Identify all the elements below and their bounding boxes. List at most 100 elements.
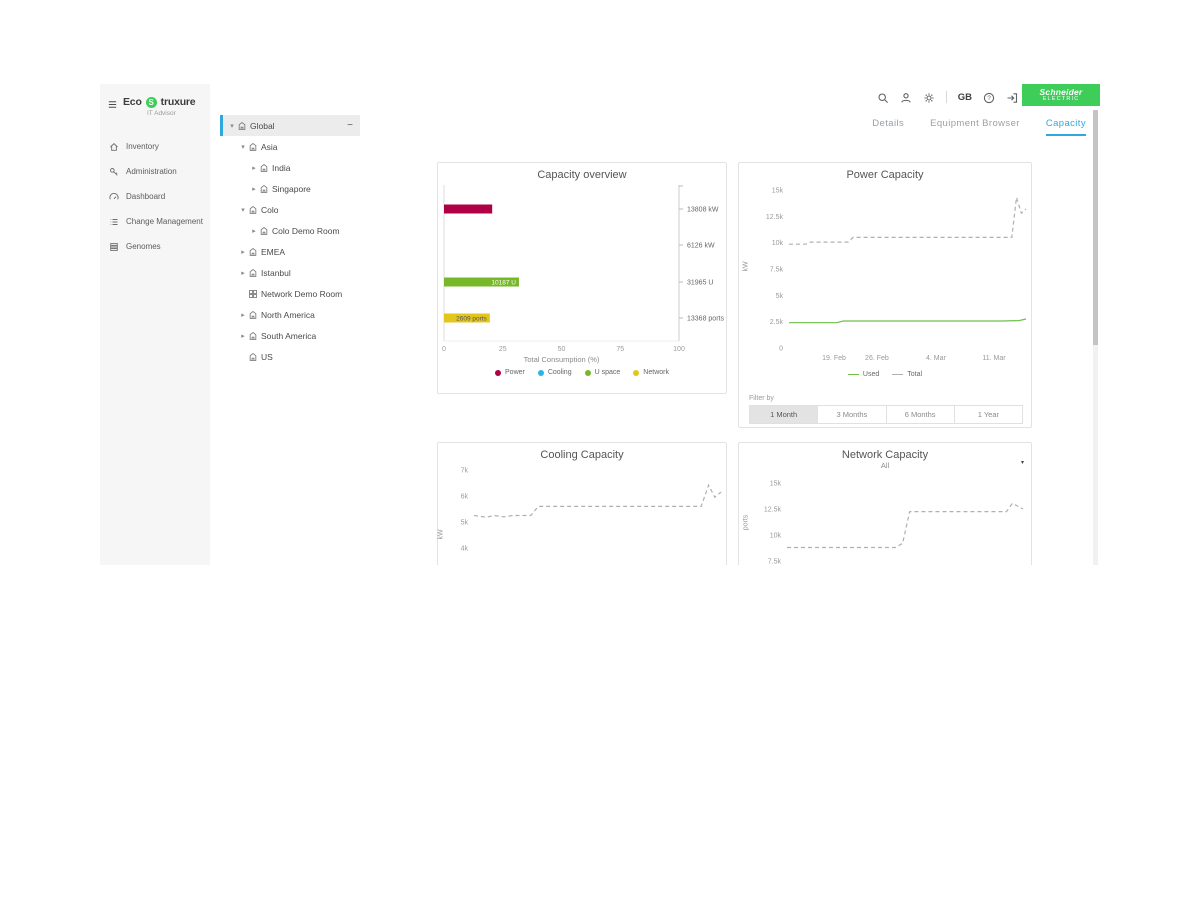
settings-gear-icon[interactable] [923, 91, 935, 103]
chevron-down-icon[interactable]: ▾ [241, 143, 245, 151]
tree-node-label: Colo Demo Room [272, 225, 340, 236]
svg-text:7.5k: 7.5k [770, 267, 784, 274]
tab-capacity[interactable]: Capacity [1045, 118, 1086, 136]
location-icon [248, 141, 261, 152]
svg-text:?: ? [987, 95, 991, 102]
power-capacity-card: Power Capacity 0 2.5k 5k 7.5k 10k 12.5k 15k 19.… [738, 162, 1032, 428]
schneider-logo-primary: Schneider [1039, 86, 1083, 97]
svg-text:6126 kW: 6126 kW [687, 243, 715, 250]
chevron-down-icon[interactable]: ▾ [1020, 460, 1024, 466]
capacity-overview-card: Capacity overview 0 25 50 75 100 Total Consum… [437, 162, 727, 394]
legend-label: Power [505, 369, 525, 376]
tree-node-label: India [272, 162, 291, 173]
help-icon[interactable]: ? [983, 91, 995, 104]
tree-node-colo[interactable]: ▾ Colo [220, 199, 360, 220]
sidebar-item-label: Dashboard [126, 192, 166, 201]
cooling-y-axis-label: kW [437, 529, 445, 540]
svg-text:100: 100 [673, 346, 685, 353]
hamburger-menu-icon[interactable] [107, 97, 118, 108]
tree-node-label: South America [261, 330, 317, 341]
sidebar-item-inventory[interactable]: Inventory [100, 134, 210, 159]
legend-item-u-space: U space [584, 369, 621, 376]
tree-node-north-america[interactable]: ▸ North America [220, 304, 360, 325]
tree-node-label: Global [250, 120, 275, 131]
svg-text:25: 25 [499, 346, 507, 353]
collapse-all-button[interactable]: − [347, 120, 353, 131]
tree-node-us[interactable]: US [220, 346, 360, 367]
scrollbar-track[interactable] [1093, 110, 1098, 565]
tab-details[interactable]: Details [872, 118, 905, 129]
tree-node-india[interactable]: ▸ India [220, 157, 360, 178]
locale-selector[interactable]: GB [957, 91, 972, 103]
svg-text:12.5k: 12.5k [764, 507, 782, 514]
svg-text:12.5k: 12.5k [766, 214, 784, 221]
network-y-axis-label: ports [742, 514, 750, 531]
tree-node-global[interactable]: ▾ Global − [220, 115, 360, 136]
legend-label: Total [907, 371, 923, 378]
sidebar-item-change-management[interactable]: Change Management [100, 209, 210, 234]
legend-label: Used [862, 371, 880, 378]
chevron-right-icon[interactable]: ▸ [241, 332, 245, 340]
admin-icon [109, 167, 119, 177]
location-icon [248, 309, 261, 320]
scrollbar-thumb[interactable] [1093, 110, 1098, 345]
location-icon [248, 204, 261, 215]
svg-text:7.5k: 7.5k [768, 559, 782, 566]
svg-text:75: 75 [616, 346, 624, 353]
power-capacity-legend: Used Total [739, 371, 1031, 378]
tree-node-singapore[interactable]: ▸ Singapore [220, 178, 360, 199]
svg-text:11. Mar: 11. Mar [982, 355, 1006, 362]
legend-dot [537, 369, 544, 376]
legend-dot [495, 369, 502, 376]
chevron-right-icon[interactable]: ▸ [241, 311, 245, 319]
legend-item-used: Used [847, 371, 880, 378]
dashboard-icon [109, 192, 119, 202]
sidebar-item-label: Change Management [126, 217, 203, 226]
tree-node-south-america[interactable]: ▸ South America [220, 325, 360, 346]
tree-node-network-demo-room[interactable]: Network Demo Room [220, 283, 360, 304]
filter-button-6-months[interactable]: 6 Months [886, 405, 955, 424]
search-icon[interactable] [877, 91, 889, 103]
cooling-capacity-card: Cooling Capacity 4k 5k 6k 7k kW [437, 442, 727, 565]
chevron-down-icon[interactable]: ▾ [230, 122, 234, 130]
filter-button-1-year[interactable]: 1 Year [954, 405, 1023, 424]
svg-text:50: 50 [558, 346, 566, 353]
sidebar-item-label: Genomes [126, 242, 161, 251]
svg-text:6k: 6k [461, 494, 469, 501]
user-icon[interactable] [900, 91, 912, 103]
tree-node-label: Istanbul [261, 267, 291, 278]
sidebar-item-dashboard[interactable]: Dashboard [100, 184, 210, 209]
home-icon [109, 142, 119, 152]
legend-label: U space [594, 369, 621, 376]
sidebar-item-label: Inventory [126, 142, 159, 151]
filter-button-1-month[interactable]: 1 Month [749, 405, 819, 424]
svg-text:15k: 15k [772, 188, 784, 195]
svg-text:2.5k: 2.5k [770, 319, 784, 326]
network-capacity-chart: 7.5k 10k 12.5k 15k [764, 481, 1024, 566]
logout-icon[interactable] [1006, 91, 1018, 103]
schneider-electric-logo[interactable]: Schneider ELECTRIC [1022, 84, 1100, 106]
content-tabs: Details Equipment Browser Capacity [872, 118, 1086, 136]
filter-button-3-months[interactable]: 3 Months [818, 405, 887, 424]
network-scope-dropdown[interactable]: All [880, 461, 890, 470]
tree-node-istanbul[interactable]: ▸ Istanbul [220, 262, 360, 283]
tree-node-label: Singapore [272, 183, 311, 194]
tree-node-label: Colo [261, 204, 279, 215]
location-icon [237, 120, 250, 131]
sidebar-item-genomes[interactable]: Genomes [100, 234, 210, 259]
location-icon [259, 162, 272, 173]
chevron-down-icon[interactable]: ▾ [241, 206, 245, 214]
location-icon [248, 330, 261, 341]
chevron-right-icon[interactable]: ▸ [252, 185, 256, 193]
svg-text:5k: 5k [461, 520, 469, 527]
chevron-right-icon[interactable]: ▸ [241, 248, 245, 256]
chevron-right-icon[interactable]: ▸ [252, 164, 256, 172]
tree-node-colo-demo-room[interactable]: ▸ Colo Demo Room [220, 220, 360, 241]
tab-equipment-browser[interactable]: Equipment Browser [930, 118, 1020, 129]
svg-text:5k: 5k [776, 293, 784, 300]
chevron-right-icon[interactable]: ▸ [241, 269, 245, 277]
sidebar-item-administration[interactable]: Administration [100, 159, 210, 184]
chevron-right-icon[interactable]: ▸ [252, 227, 256, 235]
tree-node-emea[interactable]: ▸ EMEA [220, 241, 360, 262]
tree-node-asia[interactable]: ▾ Asia [220, 136, 360, 157]
